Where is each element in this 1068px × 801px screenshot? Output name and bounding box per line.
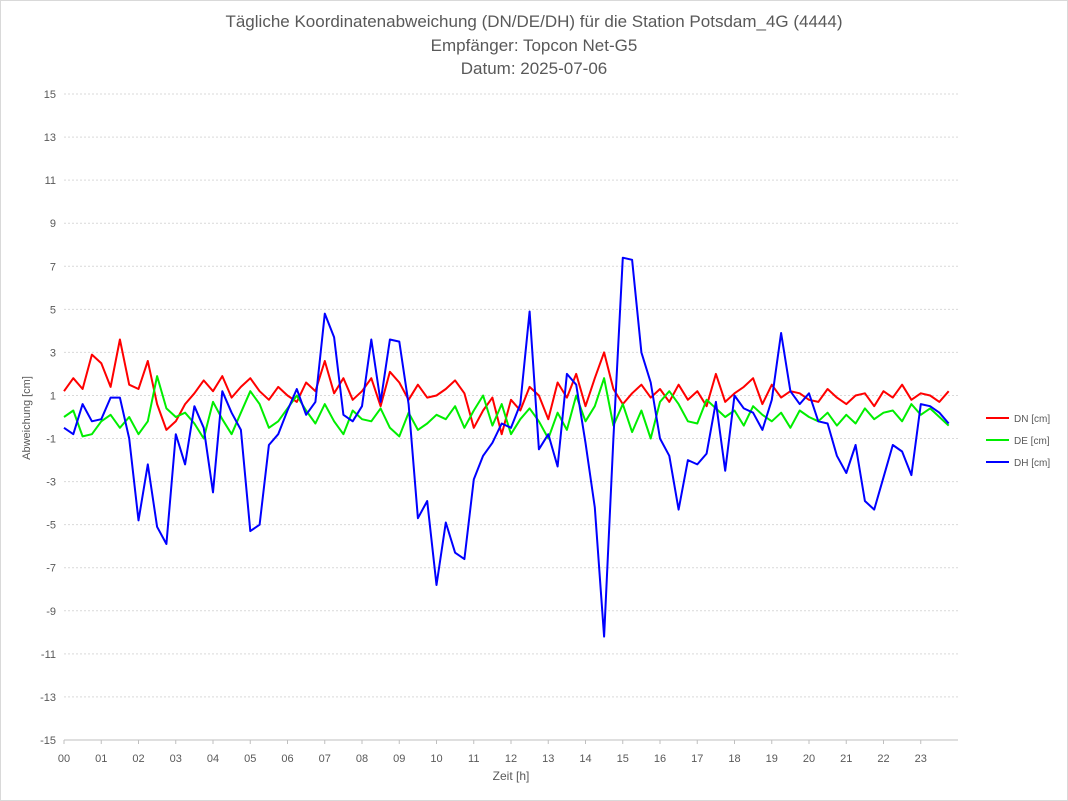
y-tick-label: 7 [50,261,56,273]
y-tick-label: 5 [50,304,56,316]
y-axis-ticks: 15 13 11 9 7 5 3 1 -1 -3 -5 -7 -9 -11 -13 -15 [40,89,56,747]
x-tick-label: 10 [430,753,442,765]
x-tick-label: 18 [728,753,740,765]
y-tick-label: -11 [41,649,56,661]
x-tick-label: 11 [468,753,479,765]
x-tick-label: 12 [505,753,517,765]
x-tick-label: 13 [542,753,554,765]
chart-subtitle-receiver: Empfänger: Topcon Net-G5 [430,36,638,55]
x-tick-label: 01 [95,753,107,765]
x-tick-label: 22 [877,753,889,765]
legend-label: DE [cm] [1014,436,1050,447]
legend-label: DH [cm] [1014,458,1050,469]
x-tick-label: 03 [170,753,182,765]
chart-title: Tägliche Koordinatenabweichung (DN/DE/DH… [225,12,843,31]
y-tick-label: -13 [40,692,56,704]
y-tick-label: 11 [45,175,56,187]
y-tick-label: 9 [50,218,56,230]
x-axis-label: Zeit [h] [493,769,530,783]
y-tick-label: -9 [46,606,56,618]
y-axis-label: Abweichung [cm] [21,376,33,460]
x-tick-label: 05 [244,753,256,765]
legend: DN [cm] DE [cm] DH [cm] [986,414,1050,469]
y-tick-label: 1 [50,390,56,402]
gridlines [64,93,958,741]
x-tick-label: 08 [356,753,368,765]
x-tick-label: 15 [617,753,629,765]
y-tick-label: 13 [44,132,56,144]
x-tick-label: 02 [132,753,144,765]
y-tick-label: 3 [50,347,56,359]
x-tick-label: 17 [691,753,703,765]
y-tick-label: -15 [40,735,56,747]
series-line-dh [63,256,950,638]
x-axis-ticks: 00 01 02 03 04 05 06 07 08 09 10 11 12 13 14 15 16 17 18 19… [58,740,927,765]
x-tick-label: 21 [840,753,852,765]
x-tick-label: 07 [319,753,331,765]
x-tick-label: 14 [579,753,591,765]
x-tick-label: 00 [58,753,70,765]
x-tick-label: 09 [393,753,405,765]
series-line-de [63,375,950,440]
x-tick-label: 20 [803,753,815,765]
x-tick-label: 06 [281,753,293,765]
x-tick-label: 23 [915,753,927,765]
y-tick-label: -3 [46,477,56,489]
x-tick-label: 04 [207,753,219,765]
y-tick-label: -1 [46,434,56,446]
legend-label: DN [cm] [1014,414,1050,425]
y-tick-label: 15 [44,89,56,101]
y-tick-label: -7 [46,563,56,575]
x-tick-label: 19 [766,753,778,765]
series-lines [63,256,950,638]
x-tick-label: 16 [654,753,666,765]
chart-subtitle-date: Datum: 2025-07-06 [460,59,608,78]
y-tick-label: -5 [46,520,56,532]
